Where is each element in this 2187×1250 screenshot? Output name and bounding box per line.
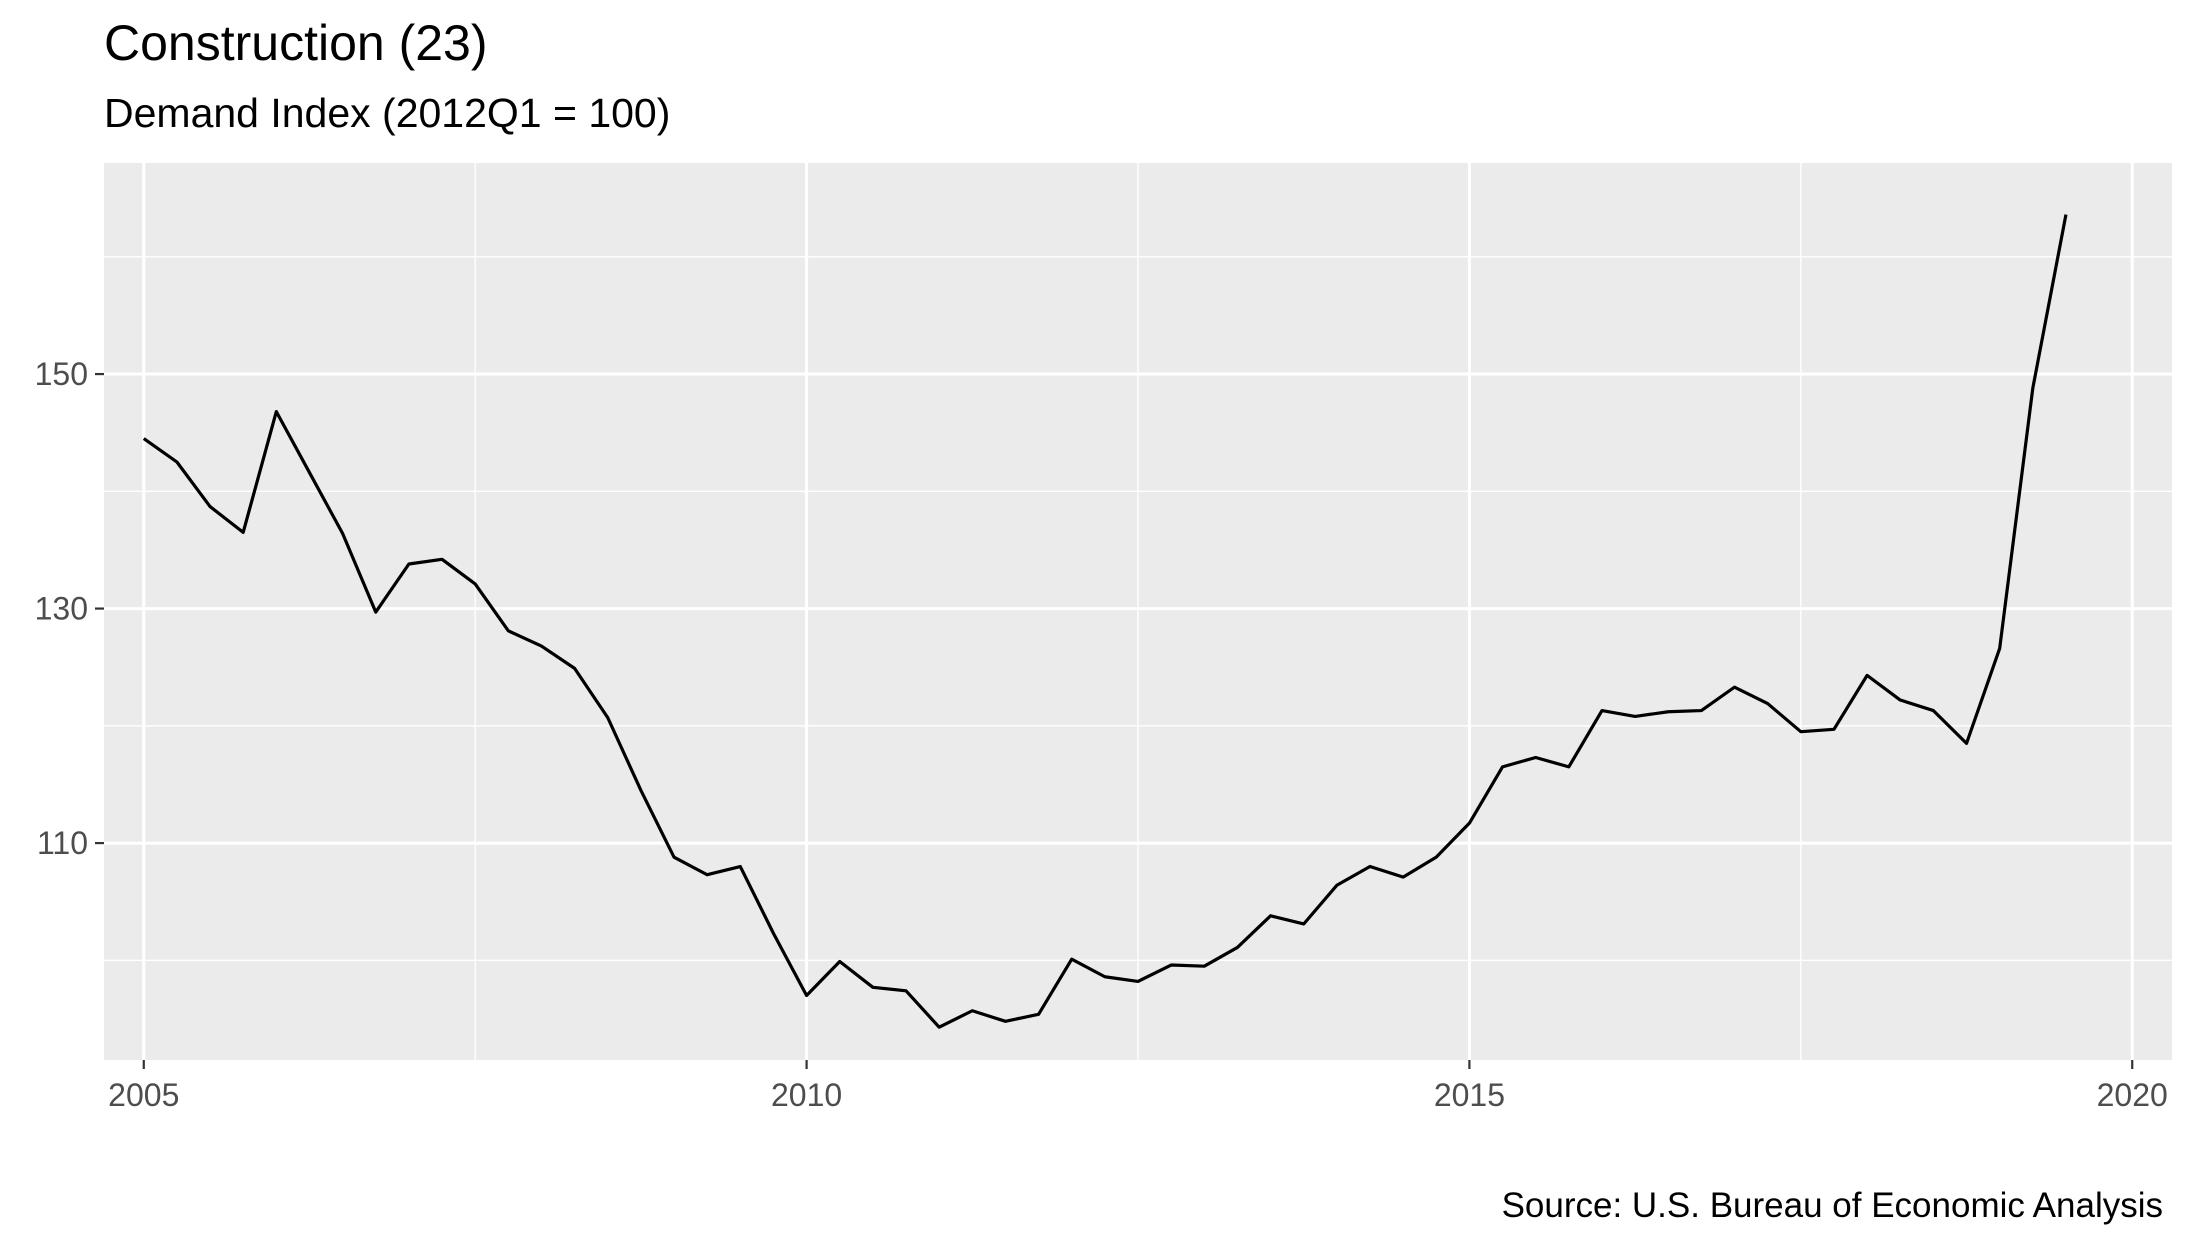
major-gridlines <box>104 163 2172 1060</box>
y-tick-label: 150 <box>35 356 88 392</box>
series-layer <box>142 214 2068 1029</box>
y-tick-label: 130 <box>35 591 88 627</box>
chart-caption: Source: U.S. Bureau of Economic Analysis <box>1501 1186 2163 1225</box>
chart-subtitle: Demand Index (2012Q1 = 100) <box>104 90 671 136</box>
minor-gridlines <box>104 163 2172 1060</box>
x-tick-label: 2015 <box>1434 1077 1505 1113</box>
series-line-0 <box>142 214 2068 1029</box>
axes-layer: 2005 2010 2015 2020 110 130 150 <box>35 356 2168 1113</box>
x-tick-label: 2010 <box>771 1077 842 1113</box>
x-tick-label: 2020 <box>2097 1077 2168 1113</box>
chart-title: Construction (23) <box>104 15 488 71</box>
y-tick-label: 110 <box>37 825 88 861</box>
x-tick-label: 2005 <box>108 1077 179 1113</box>
